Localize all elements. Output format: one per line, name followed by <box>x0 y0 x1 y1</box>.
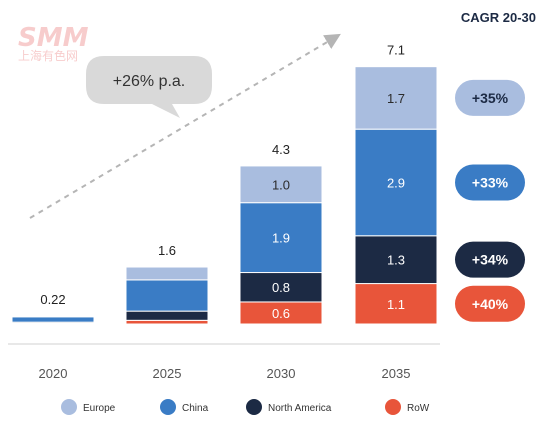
total-label-2035: 7.1 <box>387 43 405 58</box>
x-tick-label-2030: 2030 <box>267 366 296 381</box>
x-tick-label-2020: 2020 <box>39 366 68 381</box>
logo-text: SMM <box>18 23 89 53</box>
data-label-europe-2030: 1.0 <box>272 177 290 192</box>
bar-segment-north-america-2030 <box>239 272 323 303</box>
cagr-badge-text-north-america: +34% <box>472 252 509 268</box>
legend-marker-china <box>160 399 176 415</box>
bar-segment-north-america-2025 <box>125 310 209 321</box>
callout-text: +26% p.a. <box>113 73 186 90</box>
legend-label-china: China <box>182 403 209 414</box>
data-label-row-2030: 0.6 <box>272 306 290 321</box>
logo-subtext: 上海有色网 <box>18 48 78 63</box>
data-label-north-america-2035: 1.3 <box>387 253 405 268</box>
bar-segment-europe-2035 <box>354 66 438 130</box>
cagr-badge-north-america <box>455 241 525 278</box>
cagr-badge-text-row: +40% <box>472 296 509 312</box>
bar-segment-row-2025 <box>125 319 209 325</box>
callout-bubble <box>86 56 212 118</box>
legend-label-north-america: North America <box>268 403 332 414</box>
smm-logo: SMM 上海有色网 <box>18 23 89 63</box>
bar-segment-europe-2030 <box>239 165 323 204</box>
cagr-badge-europe <box>455 79 525 116</box>
bar-segment-china-2025 <box>125 279 209 312</box>
total-label-2025: 1.6 <box>158 243 176 258</box>
cagr-title: CAGR 20-30 <box>461 10 536 25</box>
cagr-badge-text-europe: +35% <box>472 90 509 106</box>
bar-segment-china-2030 <box>239 202 323 274</box>
data-label-europe-2035: 1.7 <box>387 91 405 106</box>
bar-segment-china-2020 <box>11 316 95 323</box>
cagr-badges: +35% +33% +34% +40% <box>455 79 525 322</box>
bars-group: 0.22 2020 1.6 2025 0.6 0.8 1.9 1.0 4.3 2030 1.1 1.3… <box>11 43 438 381</box>
growth-trend-arrow <box>29 33 341 219</box>
bar-segment-row-2035 <box>354 283 438 325</box>
legend-marker-europe <box>61 399 77 415</box>
cagr-badge-china <box>455 164 525 201</box>
cagr-badge-row <box>455 285 525 322</box>
legend-marker-north-america <box>246 399 262 415</box>
x-tick-label-2025: 2025 <box>153 366 182 381</box>
data-label-north-america-2030: 0.8 <box>272 280 290 295</box>
bar-segment-europe-2025 <box>125 266 209 281</box>
legend-label-europe: Europe <box>83 403 116 414</box>
data-label-china-2035: 2.9 <box>387 175 405 190</box>
legend-label-row: RoW <box>407 403 430 414</box>
total-label-2030: 4.3 <box>272 142 290 157</box>
growth-callout: +26% p.a. <box>86 56 212 118</box>
legend: Europe China North America RoW <box>61 399 430 415</box>
x-tick-label-2035: 2035 <box>382 366 411 381</box>
total-label-2020: 0.22 <box>40 292 65 307</box>
data-label-row-2035: 1.1 <box>387 297 405 312</box>
cagr-badge-text-china: +33% <box>472 174 509 190</box>
legend-marker-row <box>385 399 401 415</box>
bar-segment-europe-2020 <box>11 315 95 318</box>
data-label-china-2030: 1.9 <box>272 231 290 246</box>
